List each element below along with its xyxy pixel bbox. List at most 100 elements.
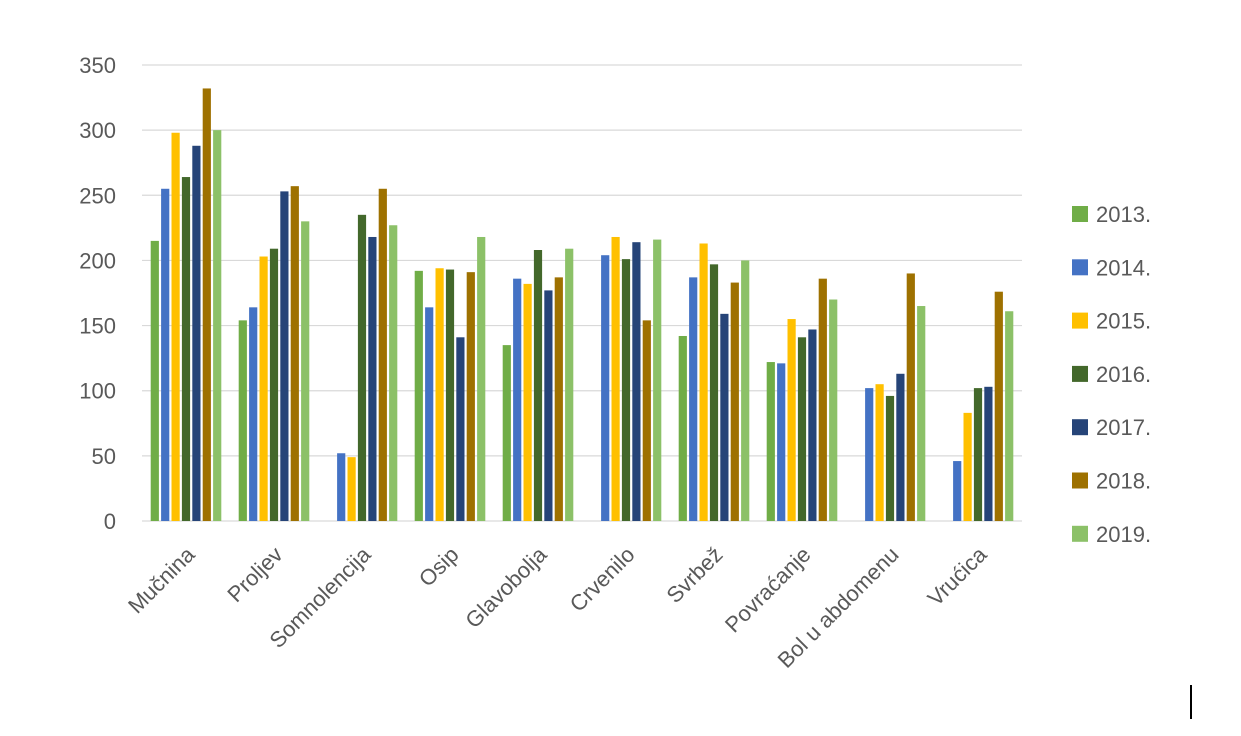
- bar-2018-1: [290, 186, 299, 521]
- bar-2013-6: [678, 335, 687, 521]
- bar-2019-5: [653, 239, 662, 521]
- y-tick-label: 300: [79, 118, 116, 143]
- bar-2017-5: [632, 242, 641, 521]
- bar-2018-5: [642, 320, 651, 521]
- bar-2019-1: [301, 221, 310, 522]
- bar-2015-2: [347, 457, 356, 521]
- bar-2017-9: [984, 386, 993, 521]
- legend-swatch: [1072, 525, 1088, 542]
- bar-2015-7: [787, 319, 796, 521]
- legend-label: 2014.: [1096, 255, 1151, 280]
- bar-2017-1: [280, 191, 289, 521]
- bar-2015-5: [611, 236, 620, 521]
- bar-2014-2: [337, 453, 346, 521]
- bar-2016-5: [621, 259, 631, 521]
- bar-2015-3: [435, 268, 444, 521]
- bar-2017-4: [544, 290, 553, 521]
- x-category-label: Crvenilo: [565, 542, 640, 617]
- bar-2013-4: [502, 345, 511, 521]
- bar-2017-7: [808, 329, 817, 521]
- bar-2018-8: [906, 273, 915, 521]
- bar-2013-3: [414, 270, 423, 521]
- legend-label: 2017.: [1096, 415, 1151, 440]
- bar-2014-6: [689, 277, 698, 521]
- y-tick-label: 350: [79, 53, 116, 78]
- gridlines: [142, 64, 1022, 522]
- legend-label: 2018.: [1096, 469, 1151, 494]
- bar-2013-0: [150, 240, 159, 521]
- bar-2013-1: [238, 320, 247, 521]
- bar-2017-3: [456, 337, 465, 521]
- bar-2014-8: [865, 388, 874, 521]
- bar-2014-7: [777, 363, 786, 521]
- legend-label: 2013.: [1096, 202, 1151, 227]
- bar-2014-0: [161, 188, 170, 521]
- bar-2019-0: [213, 130, 222, 521]
- x-category-label: Vrućica: [923, 541, 993, 611]
- bar-2018-0: [202, 88, 211, 522]
- bar-2016-4: [533, 250, 543, 521]
- bar-2018-9: [994, 291, 1003, 521]
- y-tick-label: 50: [92, 444, 116, 469]
- bar-2015-8: [875, 384, 884, 521]
- bar-2017-6: [720, 313, 729, 521]
- bar-2016-7: [797, 337, 807, 521]
- bar-2016-1: [269, 248, 279, 521]
- bar-2019-7: [829, 299, 838, 521]
- legend-label: 2015.: [1096, 309, 1151, 334]
- bar-2015-1: [259, 256, 268, 521]
- bar-2016-0: [181, 177, 191, 521]
- bar-2016-6: [709, 264, 719, 521]
- bar-2014-4: [513, 278, 522, 521]
- legend-label: 2019.: [1096, 522, 1151, 547]
- bar-2014-1: [249, 307, 258, 521]
- bar-2015-4: [523, 283, 532, 521]
- legend: 2013. 2014. 2015. 2016. 2017. 2018. 2019.: [1072, 202, 1151, 547]
- bar-2018-3: [466, 272, 475, 521]
- y-tick-label: 250: [79, 183, 116, 208]
- legend-swatch: [1072, 312, 1088, 329]
- y-axis-ticks: 0 50 100 150 200 250 300 350: [79, 53, 116, 534]
- legend-swatch: [1072, 365, 1088, 382]
- x-category-label: Povraćanje: [720, 542, 816, 638]
- bar-2016-2: [357, 214, 367, 522]
- bar-2019-2: [389, 225, 398, 521]
- y-tick-label: 150: [79, 314, 116, 339]
- bar-2019-6: [741, 260, 750, 521]
- y-tick-label: 200: [79, 248, 116, 273]
- bar-2019-9: [1005, 311, 1014, 521]
- legend-swatch: [1072, 259, 1088, 276]
- x-category-label: Mučnina: [123, 541, 200, 618]
- y-tick-label: 0: [104, 509, 116, 534]
- bar-2018-7: [818, 278, 827, 521]
- bar-2017-2: [368, 236, 377, 521]
- bar-2019-4: [565, 248, 574, 521]
- bars: [150, 88, 1014, 522]
- legend-label: 2016.: [1096, 362, 1151, 387]
- bar-2015-6: [699, 243, 708, 521]
- bar-2013-7: [766, 362, 775, 521]
- legend-swatch: [1072, 472, 1088, 489]
- x-category-label: Proljev: [222, 542, 287, 607]
- x-category-label: Svrbež: [661, 542, 727, 608]
- bar-2018-4: [554, 277, 563, 521]
- bar-2014-5: [601, 255, 610, 521]
- bar-2019-8: [917, 306, 926, 521]
- bar-2015-0: [171, 132, 180, 521]
- bar-2018-2: [378, 188, 387, 521]
- bar-2018-6: [730, 282, 739, 521]
- y-tick-label: 100: [79, 379, 116, 404]
- bar-2014-3: [425, 307, 434, 521]
- bar-2019-3: [477, 236, 486, 521]
- bar-2015-9: [963, 412, 972, 521]
- text-cursor: [1190, 685, 1192, 719]
- x-category-label: Osip: [414, 542, 464, 592]
- bar-2017-8: [896, 373, 905, 521]
- bar-2017-0: [192, 145, 201, 521]
- legend-swatch: [1072, 419, 1088, 436]
- bar-2014-9: [953, 461, 962, 521]
- bar-2016-8: [885, 395, 895, 521]
- legend-swatch: [1072, 206, 1088, 222]
